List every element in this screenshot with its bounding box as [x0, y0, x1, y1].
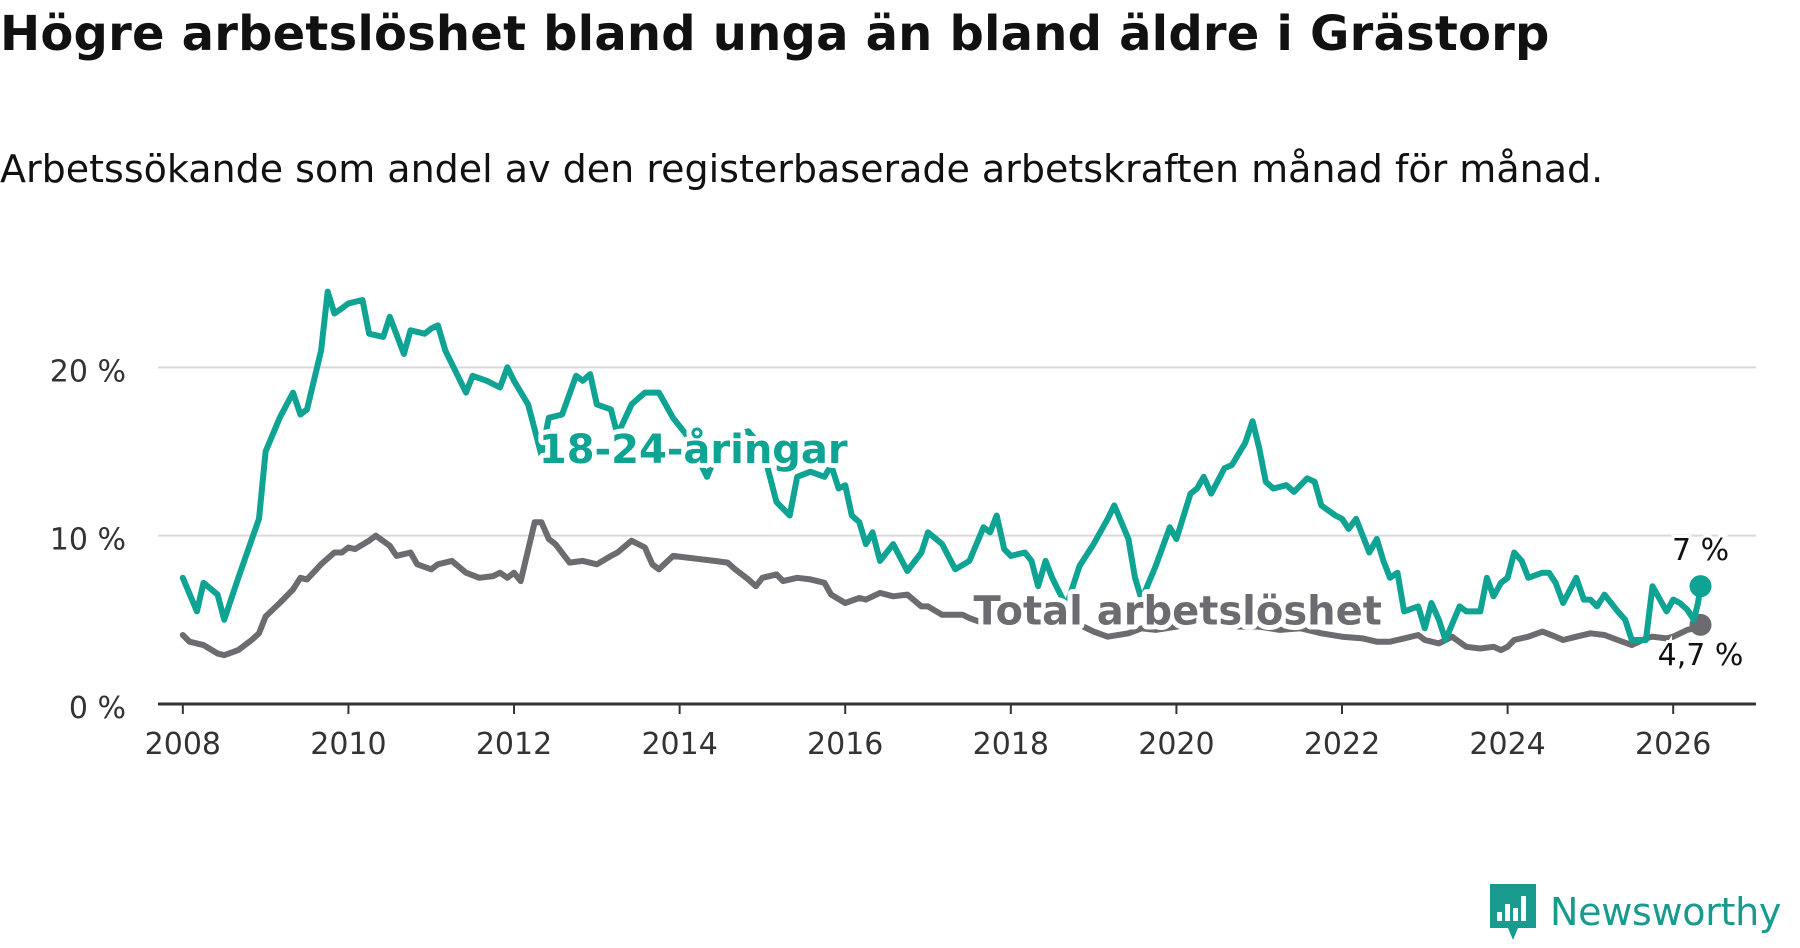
- x-tick-label: 2022: [1304, 727, 1380, 762]
- chart-title: Högre arbetslöshet bland unga än bland ä…: [0, 6, 1550, 62]
- series-label-youth: 18-24-åringar: [539, 426, 848, 473]
- series-label-total: Total arbetslöshet: [974, 589, 1382, 635]
- axes: 0 % 10 % 20 % 2008 2010 2012 2014 2016 2018 2020 2…: [50, 354, 1756, 762]
- end-label-youth: 7 %: [1672, 533, 1729, 568]
- x-tick-label: 2012: [476, 727, 552, 762]
- x-tick-label: 2010: [310, 727, 386, 762]
- newsworthy-brand: Newsworthy: [1488, 880, 1781, 944]
- y-tick-label: 10 %: [50, 523, 126, 558]
- x-tick-label: 2016: [807, 727, 883, 762]
- series-lines: [179, 288, 1712, 659]
- end-marker-youth: [1689, 575, 1712, 598]
- x-tick-label: 2024: [1469, 727, 1545, 762]
- y-tick-label: 20 %: [50, 354, 126, 389]
- x-tick-label: 2014: [641, 727, 717, 762]
- newsworthy-logo-icon: [1490, 884, 1536, 940]
- series-line-youth: [179, 288, 1704, 643]
- x-tick-label: 2020: [1138, 727, 1214, 762]
- x-tick-label: 2026: [1635, 727, 1711, 762]
- end-label-total: 4,7 %: [1658, 638, 1744, 673]
- brand-name: Newsworthy: [1550, 890, 1782, 934]
- x-tick-label: 2008: [145, 727, 221, 762]
- chart-subtitle: Arbetssökande som andel av den registerb…: [0, 147, 1604, 191]
- series-line-total: [179, 519, 1704, 659]
- y-tick-label: 0 %: [69, 691, 126, 726]
- grid-lines: [158, 366, 1756, 537]
- series-labels: 18-24-åringar Total arbetslöshet 7 % 4,7 %: [534, 421, 1747, 676]
- x-tick-label: 2018: [973, 727, 1049, 762]
